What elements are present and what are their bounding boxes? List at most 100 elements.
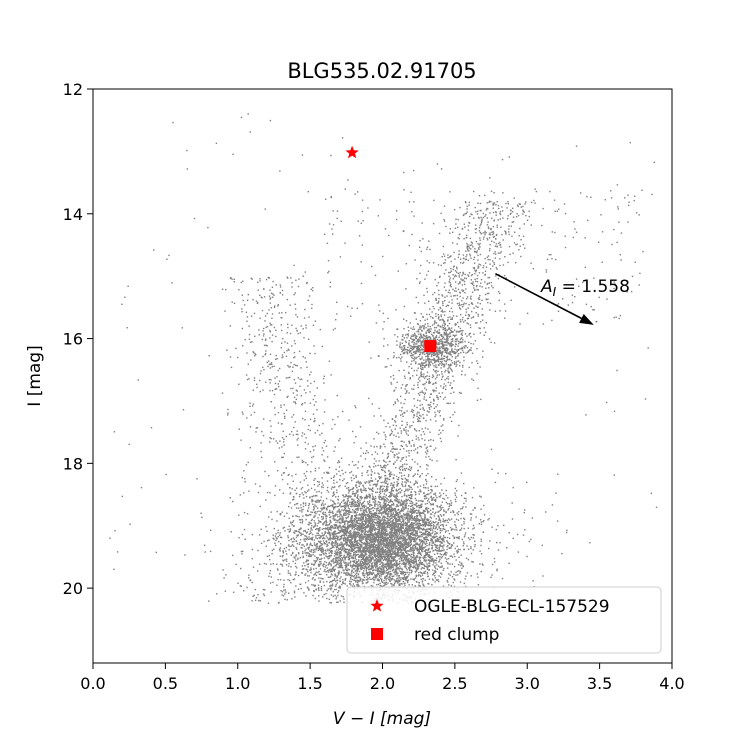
field-star-point: [377, 579, 379, 581]
field-star-point: [312, 577, 314, 579]
field-star-point: [404, 499, 406, 502]
field-star-point: [426, 519, 428, 521]
field-star-point: [303, 562, 305, 564]
field-star-point: [361, 513, 363, 515]
field-star-point: [416, 543, 418, 546]
field-star-point: [359, 562, 361, 564]
field-star-point: [357, 503, 359, 505]
field-star-point: [329, 534, 332, 537]
field-star-point: [429, 520, 432, 522]
field-star-point: [396, 552, 398, 555]
field-star-point: [336, 560, 339, 562]
field-star-point: [383, 532, 386, 534]
field-star-point: [379, 560, 382, 563]
field-star-point: [371, 566, 374, 568]
field-star-point: [427, 528, 429, 530]
field-star-point: [382, 496, 384, 498]
field-star-point: [454, 521, 456, 523]
field-star-point: [482, 564, 484, 566]
field-star-point: [396, 520, 398, 523]
field-star-point: [305, 477, 307, 480]
field-star-point: [325, 524, 327, 526]
field-star-point: [425, 528, 428, 531]
field-star-point: [390, 546, 393, 549]
field-star-point: [396, 564, 398, 566]
field-star-point: [372, 516, 374, 518]
field-star-point: [409, 508, 412, 510]
field-star-point: [392, 527, 394, 529]
field-star-point: [396, 542, 398, 544]
field-star-point: [381, 526, 383, 529]
field-star-point: [298, 516, 300, 518]
field-star-point: [430, 528, 432, 530]
field-star-point: [313, 564, 315, 566]
field-star-point: [350, 577, 352, 579]
field-star-point: [419, 585, 421, 587]
field-star-point: [369, 529, 371, 531]
field-star-point: [368, 552, 370, 554]
field-star-point: [394, 530, 397, 532]
field-star-point: [370, 510, 372, 513]
field-star-point: [429, 551, 431, 554]
field-star-point: [396, 495, 399, 498]
field-star-point: [383, 522, 385, 524]
field-star-point: [344, 526, 347, 529]
field-star-point: [386, 540, 389, 542]
field-star-point: [345, 482, 348, 485]
field-star-point: [365, 452, 367, 454]
field-star-point: [387, 526, 389, 528]
field-star-point: [384, 516, 386, 519]
field-star-point: [346, 538, 349, 541]
field-star-point: [365, 536, 367, 539]
field-star-point: [382, 498, 385, 500]
field-star-point: [406, 543, 408, 546]
field-star-point: [415, 504, 417, 506]
field-star-point: [372, 490, 374, 492]
field-star-point: [343, 505, 346, 507]
field-star-point: [346, 510, 348, 513]
field-star-point: [374, 515, 377, 517]
field-star-point: [385, 563, 387, 565]
field-star-point: [343, 548, 345, 550]
field-star-point: [325, 555, 327, 557]
field-star-point: [425, 530, 427, 532]
field-star-point: [315, 548, 317, 550]
field-star-point: [384, 534, 386, 537]
field-star-point: [417, 519, 419, 521]
field-star-point: [412, 529, 414, 531]
field-star-point: [408, 568, 411, 570]
field-star-point: [393, 543, 395, 545]
field-star-point: [326, 537, 328, 539]
field-star-point: [488, 547, 490, 550]
field-star-point: [318, 481, 320, 483]
field-star-point: [356, 544, 358, 546]
field-star-point: [447, 557, 450, 560]
field-star-point: [455, 526, 457, 529]
field-star-point: [399, 538, 402, 540]
field-star-point: [427, 519, 430, 522]
field-star-point: [357, 501, 360, 503]
field-star-point: [403, 554, 406, 556]
field-star-point: [405, 527, 408, 529]
field-star-point: [425, 480, 428, 483]
field-star-point: [383, 526, 385, 528]
field-star-point: [406, 580, 408, 582]
field-star-point: [331, 495, 334, 497]
field-star-point: [384, 522, 386, 524]
field-star-point: [331, 580, 333, 583]
field-star-point: [334, 573, 337, 576]
field-star-point: [327, 539, 330, 541]
field-star-point: [430, 513, 432, 515]
field-star-point: [374, 539, 376, 541]
field-star-point: [474, 545, 476, 548]
field-star-point: [387, 582, 389, 584]
field-star-point: [266, 539, 269, 542]
field-star-point: [400, 551, 402, 554]
field-star-point: [434, 566, 436, 568]
field-star-point: [447, 497, 449, 499]
field-star-point: [457, 564, 460, 566]
field-star-point: [357, 480, 359, 482]
field-star-point: [349, 575, 351, 577]
field-star-point: [338, 505, 340, 507]
field-star-point: [348, 534, 350, 536]
